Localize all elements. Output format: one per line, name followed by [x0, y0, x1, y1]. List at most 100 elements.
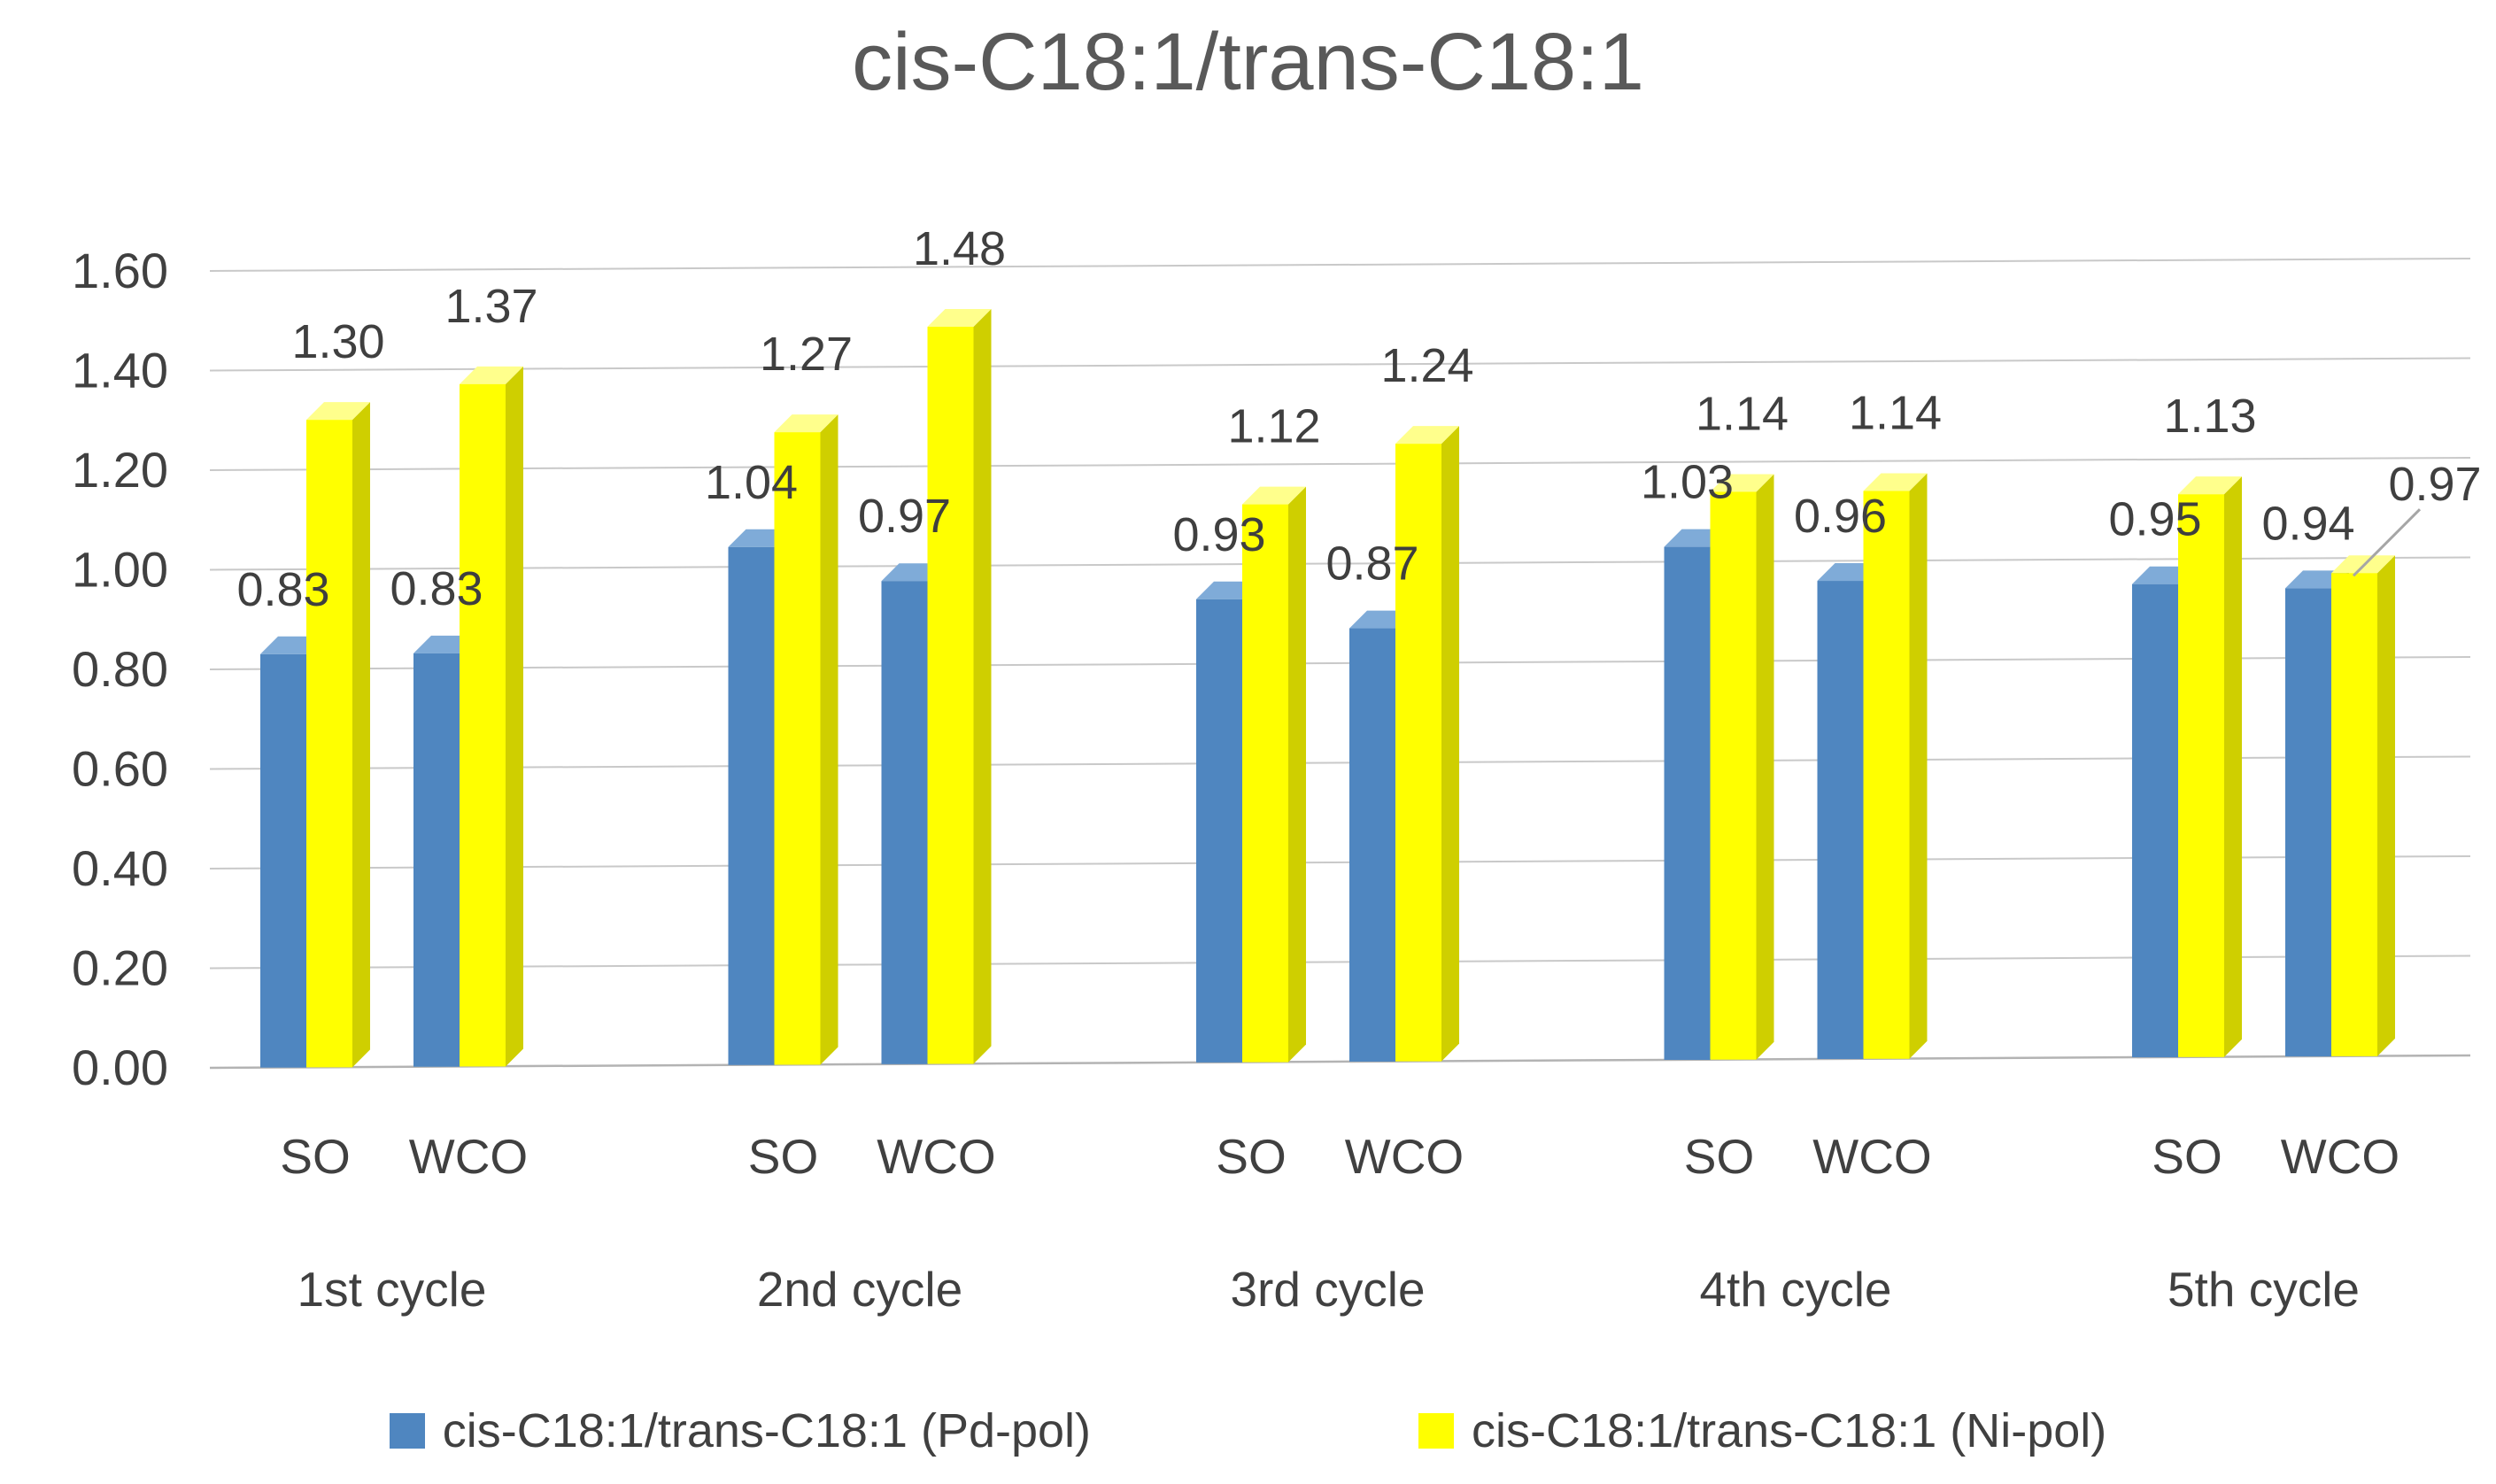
value-label: 1.04: [705, 456, 798, 509]
bar-front-face: [881, 581, 928, 1064]
legend: cis-C18:1/trans-C18:1 (Pd-pol) cis-C18:1…: [0, 1403, 2496, 1458]
bar-front-face: [2132, 584, 2178, 1058]
bar-front-face: [2178, 494, 2224, 1057]
bar-front-face: [927, 327, 974, 1064]
bar-front-face: [1664, 546, 1711, 1060]
value-label: 1.37: [444, 280, 537, 333]
subgroup-label: WCO: [1812, 1129, 1931, 1184]
bar-side-face: [1909, 473, 1928, 1059]
subgroup-label: WCO: [2281, 1129, 2399, 1184]
bar-front-face: [1349, 628, 1395, 1062]
legend-swatch-pd-pol-icon: [389, 1413, 425, 1449]
legend-label-pd-pol: cis-C18:1/trans-C18:1 (Pd-pol): [442, 1404, 1092, 1457]
value-label: 1.27: [760, 328, 853, 381]
bar-ni-pol-wco-c4: [1863, 473, 1928, 1059]
y-axis-tick-label: 1.00: [72, 542, 168, 598]
bar-front-face: [413, 653, 460, 1067]
bar-front-face: [1242, 504, 1288, 1063]
group-label: 5th cycle: [2168, 1262, 2360, 1317]
gridline: [209, 855, 2471, 870]
bar-front-face: [1395, 444, 1441, 1062]
gridline: [209, 955, 2471, 970]
bar-front-face: [1710, 491, 1757, 1060]
legend-item-pd-pol: cis-C18:1/trans-C18:1 (Pd-pol): [389, 1403, 1092, 1458]
bar-top-face: [1242, 486, 1306, 505]
bar-side-face: [1756, 474, 1774, 1060]
legend-swatch-ni-pol-icon: [1418, 1413, 1455, 1449]
bar-front-face: [774, 432, 821, 1065]
value-label: 0.83: [390, 562, 483, 615]
bar-front-face: [306, 420, 352, 1068]
subgroup-label: WCO: [877, 1129, 995, 1184]
bar-ni-pol-wco-c5: [2331, 555, 2395, 1056]
y-axis-tick-label: 1.40: [72, 343, 168, 398]
y-axis-tick-label: 0.00: [72, 1040, 168, 1095]
y-axis-tick-label: 1.20: [72, 442, 168, 498]
bar-front-face: [1817, 581, 1864, 1060]
subgroup-label: SO: [280, 1129, 350, 1184]
bar-front-face: [1863, 491, 1910, 1059]
bar-front-face: [1196, 599, 1242, 1063]
y-axis-tick-label: 0.60: [72, 741, 168, 797]
value-label: 0.97: [858, 490, 951, 543]
subgroup-label: SO: [1216, 1129, 1286, 1184]
value-label: 0.96: [1794, 490, 1887, 543]
subgroup-label: WCO: [1345, 1129, 1464, 1184]
bar-side-face: [352, 402, 370, 1068]
y-axis-tick-label: 0.20: [72, 940, 168, 996]
bar-top-face: [774, 414, 838, 433]
bar-side-face: [2224, 476, 2242, 1057]
gridline: [209, 556, 2471, 571]
gridline: [209, 457, 2471, 471]
bar-ni-pol-so-c2: [774, 414, 838, 1065]
value-label: 0.94: [2261, 497, 2354, 550]
gridline: [209, 357, 2471, 372]
value-label: 0.83: [236, 563, 329, 616]
bar-ni-pol-so-c3: [1242, 486, 1306, 1063]
subgroup-label: SO: [748, 1129, 818, 1184]
bar-front-face: [260, 653, 306, 1068]
y-axis-tick-label: 0.40: [72, 840, 168, 896]
bar-side-face: [2377, 555, 2395, 1056]
subgroup-label: SO: [1684, 1129, 1754, 1184]
subgroup-label: SO: [2152, 1129, 2222, 1184]
value-label: 1.14: [1696, 387, 1789, 440]
group-label: 3rd cycle: [1230, 1262, 1425, 1317]
bar-side-face: [1441, 426, 1459, 1062]
bar-ni-pol-so-c5: [2178, 476, 2242, 1057]
bar-front-face: [728, 546, 775, 1065]
value-label: 1.30: [291, 315, 384, 368]
legend-label-ni-pol: cis-C18:1/trans-C18:1 (Ni-pol): [1472, 1404, 2107, 1457]
group-label: 4th cycle: [1699, 1262, 1891, 1317]
bar-side-face: [1288, 486, 1306, 1063]
value-label: 1.12: [1227, 400, 1320, 453]
bar-side-face: [506, 366, 523, 1067]
bar-ni-pol-so-c4: [1710, 474, 1774, 1060]
bar-side-face: [973, 309, 992, 1064]
chart-title: cis-C18:1/trans-C18:1: [852, 17, 1644, 107]
subgroup-label: WCO: [409, 1129, 528, 1184]
gridline: [209, 258, 2471, 272]
gridline: [209, 656, 2471, 670]
bar-ni-pol-so-c1: [306, 402, 370, 1068]
x-axis-line: [209, 1054, 2471, 1070]
bar-top-face: [460, 366, 523, 384]
legend-item-ni-pol: cis-C18:1/trans-C18:1 (Ni-pol): [1418, 1403, 2106, 1458]
bar-side-face: [820, 414, 838, 1065]
value-label: 1.03: [1641, 456, 1734, 509]
bar-ni-pol-wco-c3: [1395, 426, 1459, 1062]
bar-top-face: [1710, 474, 1774, 492]
bar-top-face: [927, 309, 992, 328]
group-label: 2nd cycle: [757, 1262, 962, 1317]
group-label: 1st cycle: [298, 1262, 487, 1317]
value-label-callout: 0.97: [2388, 458, 2481, 511]
value-label: 1.14: [1849, 387, 1942, 440]
value-label: 1.13: [2163, 390, 2256, 443]
bar-front-face: [2331, 573, 2377, 1056]
value-label: 0.95: [2108, 493, 2201, 546]
bar-top-face: [1863, 473, 1928, 491]
bar-front-face: [2285, 588, 2331, 1057]
bar-top-face: [306, 402, 370, 421]
